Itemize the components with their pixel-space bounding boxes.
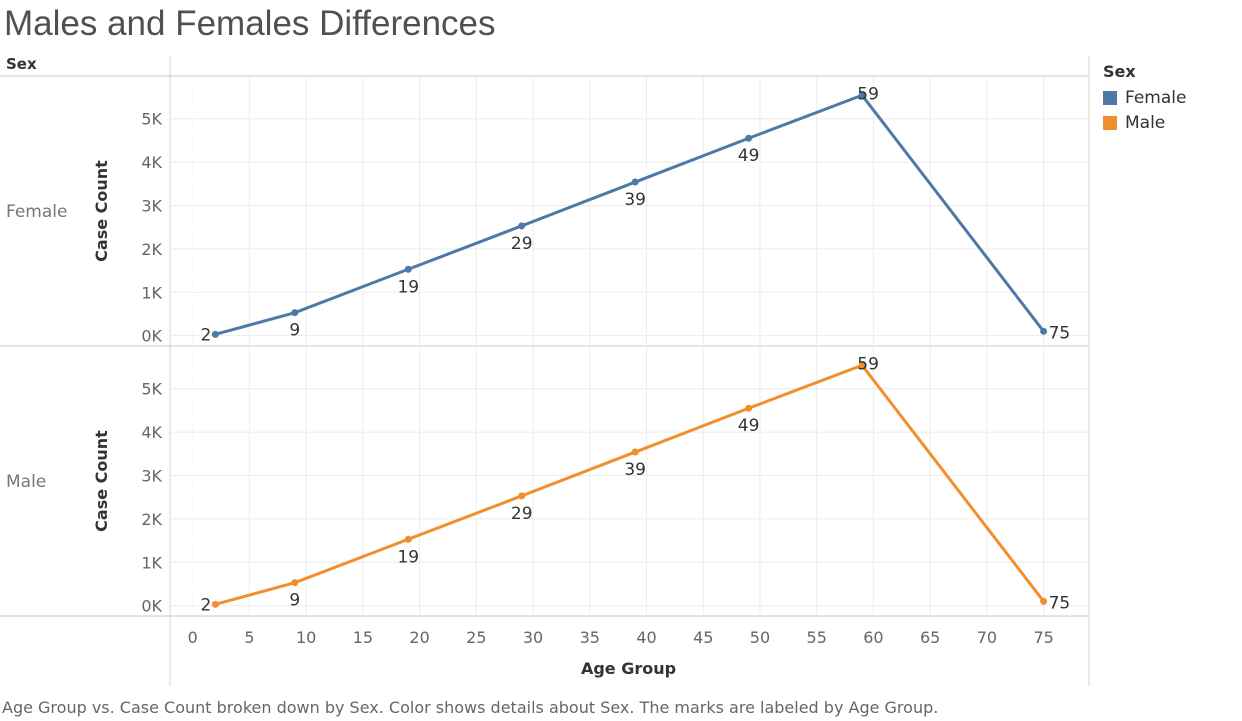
x-tick-label: 40 [636, 628, 656, 647]
data-point-male [858, 361, 866, 369]
data-label-male: 39 [624, 460, 646, 480]
row-label-female: Female [6, 202, 67, 222]
data-point-male [1040, 597, 1048, 605]
x-tick-label: 30 [523, 628, 543, 647]
x-tick-label: 10 [296, 628, 316, 647]
series-line-male [214, 363, 1045, 606]
y-tick-label-male: 4K [141, 423, 162, 442]
x-tick-label: 15 [353, 628, 373, 647]
series-line-female [214, 93, 1045, 336]
data-point-male [291, 579, 299, 587]
data-point-male [404, 535, 412, 543]
x-axis-title: Age Group [581, 659, 676, 678]
x-tick-label: 20 [409, 628, 429, 647]
data-label-male: 19 [397, 547, 419, 567]
x-tick-label: 45 [693, 628, 713, 647]
data-label-male: 59 [857, 354, 879, 374]
data-label-female: 9 [289, 321, 300, 341]
x-tick-label: 65 [920, 628, 940, 647]
x-tick-label: 35 [580, 628, 600, 647]
row-header: Sex [6, 55, 37, 73]
data-point-male [745, 404, 753, 412]
legend-label-male: Male [1125, 112, 1166, 133]
chart-caption: Age Group vs. Case Count broken down by … [2, 698, 939, 717]
y-tick-label-male: 3K [141, 466, 162, 485]
data-label-female: 59 [857, 84, 879, 104]
x-tick-label: 75 [1033, 628, 1053, 647]
data-point-male [211, 600, 219, 608]
x-tick-label: 60 [863, 628, 883, 647]
row-label-male: Male [6, 472, 46, 492]
data-point-female [745, 134, 753, 142]
data-label-female: 19 [397, 277, 419, 297]
data-label-male: 2 [201, 595, 212, 615]
legend: Sex Female Male [1103, 62, 1186, 135]
legend-swatch-male [1103, 115, 1117, 130]
data-label-female: 29 [511, 234, 533, 254]
y-axis-title-male: Case Count [92, 430, 111, 532]
data-label-male: 9 [289, 591, 300, 611]
data-label-male: 29 [511, 504, 533, 524]
data-label-female: 2 [201, 325, 212, 345]
y-tick-label-female: 1K [141, 283, 162, 302]
y-tick-label-female: 5K [141, 110, 162, 129]
y-tick-label-female: 2K [141, 240, 162, 259]
y-tick-label-male: 2K [141, 510, 162, 529]
legend-label-female: Female [1125, 87, 1187, 108]
data-point-female [518, 222, 526, 230]
y-tick-label-male: 0K [141, 597, 162, 616]
data-point-female [858, 91, 866, 99]
x-tick-label: 70 [977, 628, 997, 647]
y-axis-title-female: Case Count [92, 160, 111, 262]
data-point-male [518, 492, 526, 500]
y-tick-label-male: 5K [141, 380, 162, 399]
x-tick-label: 50 [750, 628, 770, 647]
y-tick-label-male: 1K [141, 553, 162, 572]
legend-swatch-female [1103, 90, 1117, 105]
legend-title: Sex [1103, 62, 1136, 81]
data-point-female [404, 265, 412, 273]
x-tick-label: 0 [188, 628, 198, 647]
y-tick-label-female: 3K [141, 196, 162, 215]
data-label-female: 75 [1049, 323, 1071, 343]
data-point-female [291, 309, 299, 317]
data-label-female: 39 [624, 190, 646, 210]
data-label-male: 49 [738, 416, 760, 436]
data-label-female: 49 [738, 146, 760, 166]
legend-item-female[interactable]: Female [1103, 85, 1186, 110]
y-tick-label-female: 4K [141, 153, 162, 172]
data-label-male: 75 [1049, 593, 1071, 613]
data-point-male [631, 448, 639, 456]
x-tick-label: 5 [244, 628, 254, 647]
x-tick-label: 55 [807, 628, 827, 647]
x-tick-label: 25 [466, 628, 486, 647]
y-tick-label-female: 0K [141, 327, 162, 346]
legend-item-male[interactable]: Male [1103, 110, 1186, 135]
chart-title: Males and Females Differences [4, 4, 496, 43]
data-point-female [631, 178, 639, 186]
data-point-female [1040, 327, 1048, 335]
data-point-female [211, 330, 219, 338]
